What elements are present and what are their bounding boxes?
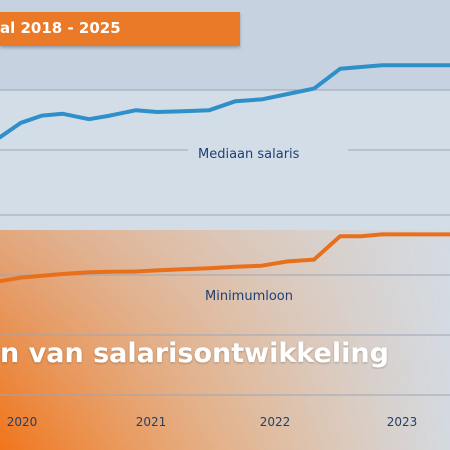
x-tick-label-2023: 2023 [387, 415, 418, 429]
period-label: al 2018 - 2025 [0, 19, 121, 37]
series-lines [0, 63, 450, 284]
series-label-minimumloon: Minimumloon [205, 289, 293, 304]
series-label-group-0: Mediaan salaris [188, 144, 348, 164]
series-label-group-1: Minimumloon [205, 289, 293, 304]
headline-title: n van salarisontwikkeling [0, 338, 389, 369]
series-label-backdrop [188, 144, 348, 164]
x-tick-label-2022: 2022 [260, 415, 291, 429]
grid-lines [0, 89, 450, 396]
series-line-mediaan-salaris [0, 63, 450, 140]
series-labels: Mediaan salaris Minimumloon [188, 144, 348, 304]
period-banner: al 2018 - 2025 [0, 12, 240, 46]
x-axis-ticks: 2020 2021 2022 2023 [7, 415, 418, 429]
series-label-mediaan-salaris: Mediaan salaris [198, 147, 300, 162]
x-tick-label-2020: 2020 [7, 415, 38, 429]
x-tick-label-2021: 2021 [136, 415, 167, 429]
series-line-minimumloon [0, 232, 450, 284]
